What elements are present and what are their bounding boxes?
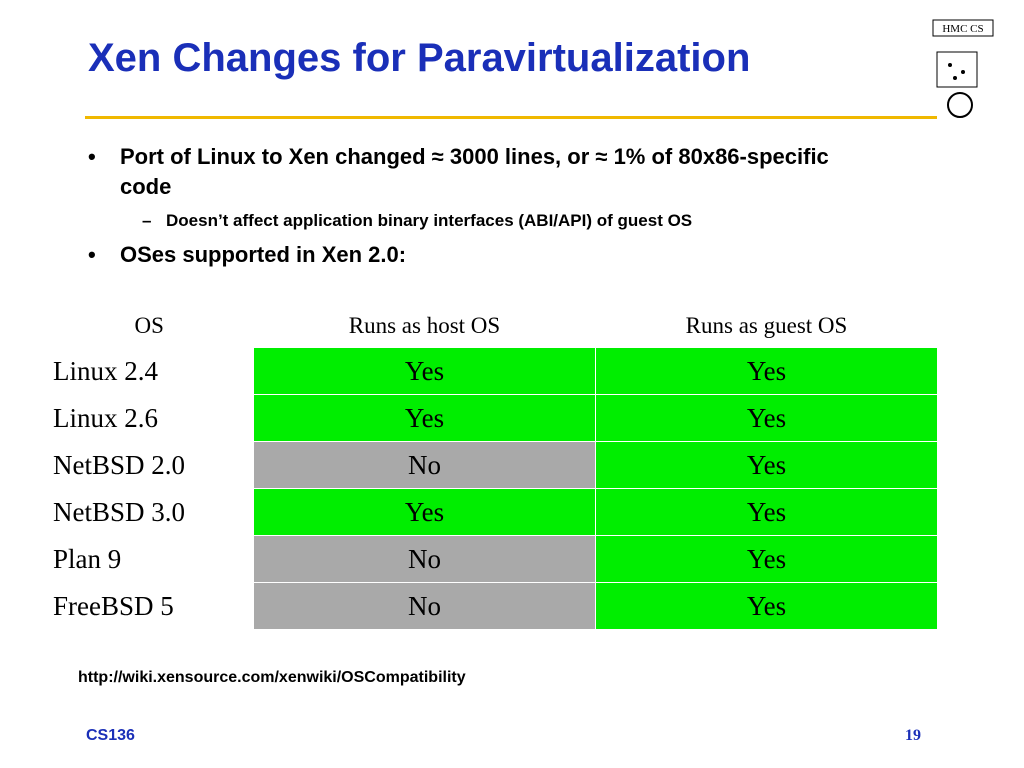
support-cell: Yes — [253, 394, 596, 442]
support-cell: Yes — [253, 347, 596, 395]
table-row: Plan 9 No Yes — [45, 535, 938, 583]
table-row: Linux 2.6 Yes Yes — [45, 394, 938, 442]
table-row: Linux 2.4 Yes Yes — [45, 347, 938, 395]
support-cell: Yes — [595, 488, 938, 536]
footer-course: CS136 — [86, 727, 135, 744]
logo-text: HMC CS — [942, 23, 983, 35]
title-rule — [85, 116, 937, 119]
table-row: NetBSD 3.0 Yes Yes — [45, 488, 938, 536]
sub-bullet: Doesn’t affect application binary interf… — [88, 208, 868, 234]
support-cell: Yes — [595, 582, 938, 630]
column-header: Runs as guest OS — [685, 313, 848, 338]
support-cell: Yes — [595, 347, 938, 395]
support-cell: No — [253, 441, 596, 489]
column-header: Runs as host OS — [348, 313, 501, 338]
link[interactable]: http://wiki.xensource.com/xenwiki/OSComp… — [78, 669, 466, 686]
bullet: Port of Linux to Xen changed ≈ 3000 line… — [88, 142, 868, 202]
support-cell: Yes — [253, 488, 596, 536]
os-table: OS Runs as host OS Runs as guest OS Linux 2… — [45, 305, 938, 630]
support-cell: Yes — [595, 394, 938, 442]
bullet: OSes supported in Xen 2.0: — [88, 240, 868, 270]
os-name: NetBSD 2.0 — [53, 449, 186, 480]
os-name: NetBSD 3.0 — [53, 496, 186, 527]
table-row: NetBSD 2.0 No Yes — [45, 441, 938, 489]
support-cell: No — [253, 535, 596, 583]
os-name: FreeBSD 5 — [53, 590, 174, 621]
os-name: Linux 2.4 — [53, 355, 158, 386]
table-row: FreeBSD 5 No Yes — [45, 582, 938, 630]
column-header: OS — [134, 313, 164, 339]
bullets: Port of Linux to Xen changed ≈ 3000 line… — [88, 142, 868, 276]
title: Xen Changes for Paravirtualization — [88, 36, 751, 80]
os-name: Plan 9 — [53, 543, 122, 574]
support-cell: Yes — [595, 535, 938, 583]
support-cell: No — [253, 582, 596, 630]
os-name: Linux 2.6 — [53, 402, 158, 433]
page-number: 19 — [905, 727, 921, 744]
support-cell: Yes — [595, 441, 938, 489]
logo: HMC CS — [932, 19, 994, 118]
